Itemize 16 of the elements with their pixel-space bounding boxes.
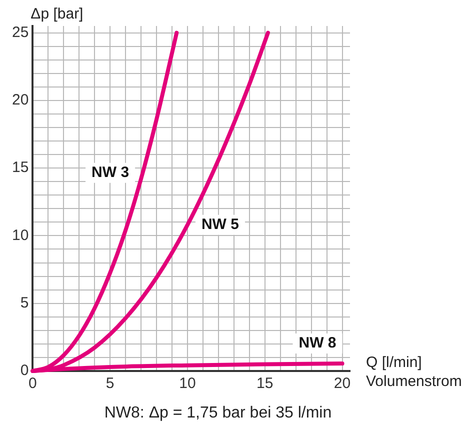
series-label: NW 8 xyxy=(298,334,336,352)
text: NW8: Δp = 1,75 bar bei 35 l/min xyxy=(104,404,332,422)
x-tick-label: 20 xyxy=(334,375,351,392)
series-label: NW 5 xyxy=(201,216,239,234)
x-tick-label: 15 xyxy=(256,375,274,392)
y-tick-label: 0 xyxy=(20,362,29,380)
y-tick-label: 15 xyxy=(12,159,29,176)
x-tick-label: 5 xyxy=(106,375,114,392)
x-axis-title: Q [l/min] Volumenstrom xyxy=(366,354,462,390)
y-tick-label: 20 xyxy=(12,92,29,109)
y-axis-title: Δp [bar] xyxy=(30,6,84,23)
y-tick-label: 10 xyxy=(12,226,29,244)
series-label: NW 3 xyxy=(92,164,130,182)
x-tick-label: 10 xyxy=(179,375,196,392)
y-tick-label: 25 xyxy=(12,24,29,41)
y-tick-label: 5 xyxy=(20,294,29,312)
